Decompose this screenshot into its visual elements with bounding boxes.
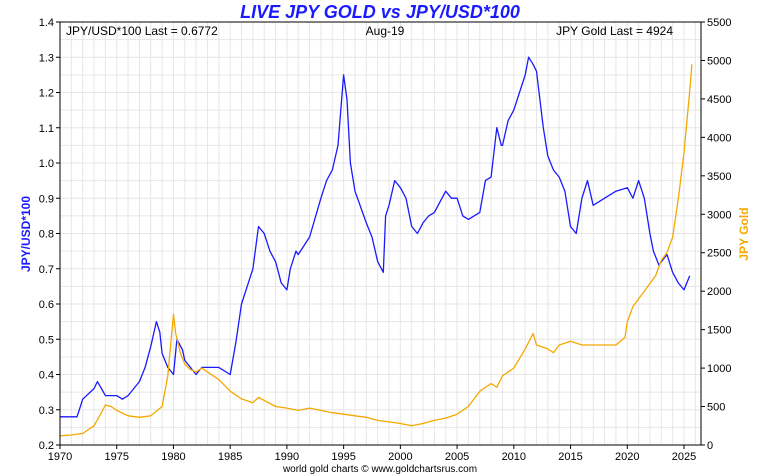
jpy-gold-series-line [59, 64, 693, 437]
header-right-readout: JPY Gold Last = 4924 [556, 24, 673, 38]
header-center-date: Aug-19 [366, 24, 405, 38]
right-tick-label: 1000 [707, 363, 731, 375]
left-tick-label: 0.2 [39, 440, 54, 452]
right-tick-label: 2500 [707, 248, 731, 260]
right-tick-label: 3500 [707, 171, 731, 183]
left-tick-label: 1.3 [39, 52, 54, 64]
left-tick-label: 0.6 [39, 299, 54, 311]
left-tick-label: 0.8 [39, 229, 54, 241]
x-tick-label: 1975 [104, 451, 128, 463]
right-y-axis-ticks: 0 500 1000 1500 2000 2500 3000 3500 4000 4500 5000… [701, 17, 731, 452]
left-tick-label: 1.1 [39, 123, 54, 135]
x-tick-label: 1970 [48, 451, 72, 463]
left-tick-label: 1.2 [39, 88, 54, 100]
right-tick-label: 2000 [707, 286, 731, 298]
right-tick-label: 1500 [707, 325, 731, 337]
x-tick-label: 2015 [558, 451, 582, 463]
right-tick-label: 4000 [707, 132, 731, 144]
right-tick-label: 5000 [707, 55, 731, 67]
left-tick-label: 0.4 [39, 370, 54, 382]
x-tick-label: 1985 [218, 451, 242, 463]
right-tick-label: 0 [707, 440, 713, 452]
x-tick-label: 2025 [672, 451, 696, 463]
left-tick-label: 0.9 [39, 193, 54, 205]
chart-title: LIVE JPY GOLD vs JPY/USD*100 [240, 2, 520, 22]
right-tick-label: 4500 [707, 94, 731, 106]
left-tick-label: 0.3 [39, 405, 54, 417]
left-y-axis-ticks: 0.2 0.3 0.4 0.5 0.6 0.7 0.8 0.9 1.0 1.1 1.2 1.3 1.4 [39, 17, 60, 452]
header-left-readout: JPY/USD*100 Last = 0.6772 [66, 24, 218, 38]
right-tick-label: 3000 [707, 209, 731, 221]
left-axis-label: JPY/USD*100 [19, 196, 33, 272]
x-tick-label: 2005 [445, 451, 469, 463]
x-tick-label: 2000 [388, 451, 412, 463]
right-tick-label: 5500 [707, 17, 731, 29]
series-layer [59, 56, 693, 437]
left-tick-label: 0.5 [39, 334, 54, 346]
credit-text: world gold charts © www.goldchartsrus.co… [282, 464, 477, 475]
x-tick-label: 1995 [331, 451, 355, 463]
right-tick-label: 500 [707, 402, 725, 414]
left-tick-label: 1.0 [39, 158, 54, 170]
x-tick-label: 2020 [615, 451, 639, 463]
right-axis-label: JPY Gold [737, 207, 751, 260]
grid [59, 21, 701, 446]
left-tick-label: 0.7 [39, 264, 54, 276]
x-tick-label: 2010 [502, 451, 526, 463]
jpy-usd-series-line [60, 56, 691, 418]
left-tick-label: 1.4 [39, 17, 54, 29]
x-tick-label: 1990 [275, 451, 299, 463]
x-tick-label: 1980 [161, 451, 185, 463]
x-axis-ticks: 1970 1975 1980 1985 1990 1995 2000 2005 2010 2015… [48, 445, 696, 463]
